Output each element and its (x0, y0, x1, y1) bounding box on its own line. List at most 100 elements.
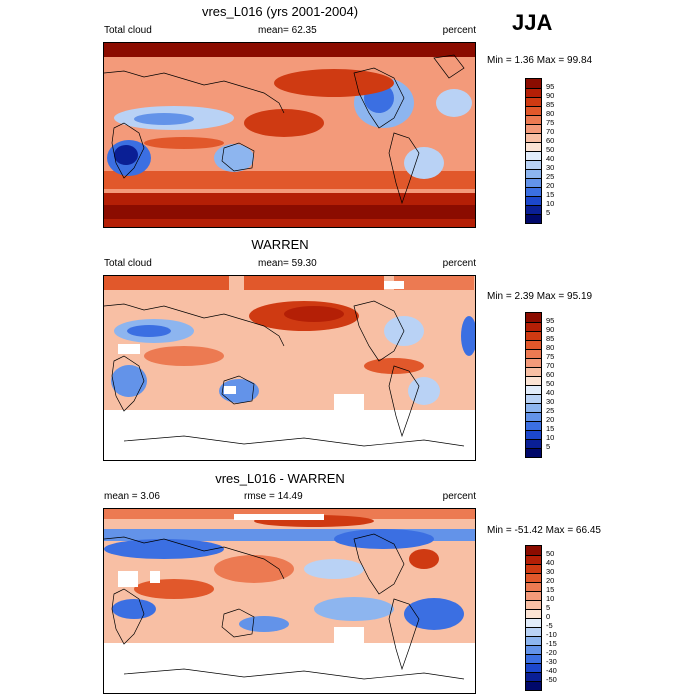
colorbar-cell (526, 672, 541, 681)
colorbar-tick-label: -20 (546, 648, 557, 657)
panel-1-right-label: percent (442, 25, 476, 36)
colorbar-tick-label: 20 (546, 415, 555, 424)
colorbar-cell (526, 394, 541, 403)
colorbar-tick-label: -10 (546, 630, 557, 639)
colorbar-tick-label: 15 (546, 424, 555, 433)
colorbar-cell (526, 97, 541, 106)
colorbar-cell (526, 439, 541, 448)
panel-2-minmax: Min = 2.39 Max = 95.19 (487, 291, 593, 302)
colorbar-tick-label: 90 (546, 91, 555, 100)
panel-3-colorbar (525, 545, 542, 691)
colorbar-tick-label: 40 (546, 388, 555, 397)
colorbar-tick-label: 20 (546, 181, 555, 190)
colorbar-cell (526, 618, 541, 627)
colorbar-tick-label: 40 (546, 558, 555, 567)
panel-1-title: vres_L016 (yrs 2001-2004) (201, 4, 359, 19)
colorbar-cell (526, 133, 541, 142)
colorbar-cell (526, 331, 541, 340)
panel-2-colorbar (525, 312, 542, 458)
colorbar-cell (526, 124, 541, 133)
colorbar-cell (526, 627, 541, 636)
colorbar-cell (526, 645, 541, 654)
colorbar-tick-label: -40 (546, 666, 557, 675)
colorbar-cell (526, 196, 541, 205)
colorbar-tick-label: 50 (546, 549, 555, 558)
colorbar-cell (526, 142, 541, 151)
colorbar-cell (526, 88, 541, 97)
colorbar-tick-label: 95 (546, 316, 555, 325)
colorbar-tick-label: 5 (546, 208, 551, 217)
colorbar-tick-label: -15 (546, 639, 557, 648)
panel-3-center-label: rmse = 14.49 (244, 491, 303, 502)
panel-1-colorbar (525, 78, 542, 224)
colorbar-tick-label: 75 (546, 352, 555, 361)
colorbar-cell (526, 358, 541, 367)
colorbar-tick-label: -5 (546, 621, 553, 630)
colorbar-cell (526, 349, 541, 358)
colorbar-cell (526, 322, 541, 331)
colorbar-tick-label: 15 (546, 585, 555, 594)
panel-2-right-label: percent (442, 258, 476, 269)
colorbar-cell (526, 421, 541, 430)
colorbar-tick-label: 30 (546, 567, 555, 576)
colorbar-tick-label: 60 (546, 370, 555, 379)
colorbar-cell (526, 663, 541, 672)
colorbar-tick-label: 10 (546, 433, 555, 442)
colorbar-tick-label: -50 (546, 675, 557, 684)
colorbar-cell (526, 313, 541, 322)
panel-1-center-label: mean= 62.35 (258, 25, 317, 36)
colorbar-cell (526, 609, 541, 618)
colorbar-tick-label: 15 (546, 190, 555, 199)
panel-1-map (103, 42, 476, 228)
colorbar-tick-label: 85 (546, 334, 555, 343)
colorbar-tick-label: 25 (546, 172, 555, 181)
colorbar-tick-label: 5 (546, 603, 551, 612)
colorbar-tick-label: 30 (546, 163, 555, 172)
panel-2-map (103, 275, 476, 461)
colorbar-tick-label: 20 (546, 576, 555, 585)
colorbar-cell (526, 385, 541, 394)
panel-3-title: vres_L016 - WARREN (215, 471, 345, 486)
colorbar-tick-label: 60 (546, 136, 555, 145)
colorbar-tick-label: 70 (546, 361, 555, 370)
colorbar-cell (526, 214, 541, 223)
colorbar-tick-label: 25 (546, 406, 555, 415)
colorbar-tick-label: 10 (546, 199, 555, 208)
colorbar-cell (526, 555, 541, 564)
panel-2-left-label: Total cloud (104, 258, 152, 269)
colorbar-tick-label: -30 (546, 657, 557, 666)
colorbar-cell (526, 376, 541, 385)
colorbar-cell (526, 600, 541, 609)
colorbar-tick-label: 0 (546, 612, 551, 621)
colorbar-cell (526, 205, 541, 214)
colorbar-tick-label: 80 (546, 109, 555, 118)
colorbar-tick-label: 30 (546, 397, 555, 406)
colorbar-tick-label: 75 (546, 118, 555, 127)
panel-2-center-label: mean= 59.30 (258, 258, 317, 269)
panel-3-right-label: percent (442, 491, 476, 502)
colorbar-tick-label: 50 (546, 379, 555, 388)
colorbar-cell (526, 573, 541, 582)
colorbar-tick-label: 40 (546, 154, 555, 163)
colorbar-cell (526, 564, 541, 573)
colorbar-cell (526, 403, 541, 412)
colorbar-cell (526, 654, 541, 663)
colorbar-cell (526, 187, 541, 196)
colorbar-cell (526, 546, 541, 555)
colorbar-cell (526, 79, 541, 88)
colorbar-cell (526, 448, 541, 457)
season-label: JJA (512, 10, 553, 35)
colorbar-tick-label: 90 (546, 325, 555, 334)
colorbar-cell (526, 681, 541, 690)
panel-3-minmax: Min = -51.42 Max = 66.45 (487, 525, 601, 536)
colorbar-tick-label: 50 (546, 145, 555, 154)
panel-2-title: WARREN (251, 237, 309, 252)
panel-3-left-label: mean = 3.06 (104, 491, 160, 502)
colorbar-cell (526, 582, 541, 591)
colorbar-tick-label: 80 (546, 343, 555, 352)
colorbar-tick-label: 70 (546, 127, 555, 136)
colorbar-cell (526, 636, 541, 645)
colorbar-tick-label: 10 (546, 594, 555, 603)
colorbar-cell (526, 412, 541, 421)
colorbar-tick-label: 95 (546, 82, 555, 91)
